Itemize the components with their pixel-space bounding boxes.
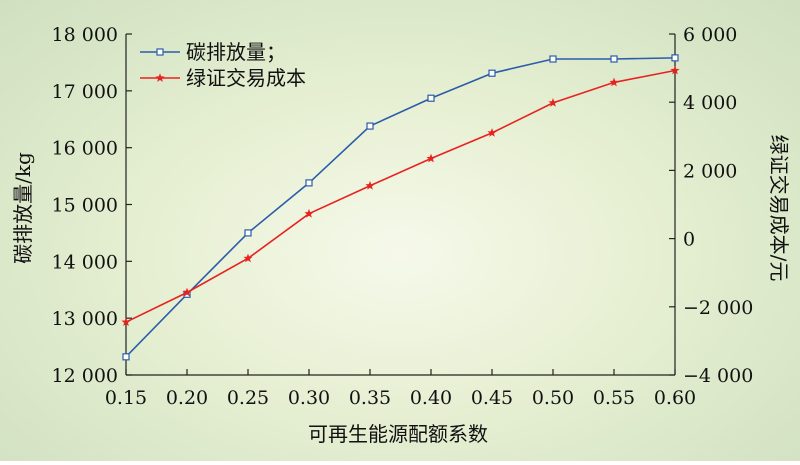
y-right-tick-label: 2 000	[683, 160, 737, 182]
series-2-point	[670, 65, 680, 75]
legend-label-1: 碳排放量；	[186, 40, 286, 64]
y-right-tick-label: 0	[683, 229, 695, 251]
x-tick-label: 0.55	[593, 387, 635, 409]
y-left-tick-label: 13 000	[52, 308, 118, 330]
series-1-point	[488, 69, 496, 77]
series-2-point	[609, 77, 619, 87]
x-tick-label: 0.45	[471, 387, 513, 409]
series-2-point	[121, 317, 131, 327]
x-tick-label: 0.60	[654, 387, 696, 409]
legend-marker-square	[156, 48, 164, 56]
y-right-tick-label: 6 000	[683, 24, 737, 46]
series-1-point	[549, 55, 557, 63]
y-left-tick-label: 12 000	[52, 365, 118, 387]
series-1-point	[305, 179, 313, 187]
series-2-point	[243, 253, 253, 263]
series-2-point	[304, 208, 314, 218]
x-tick-label: 0.15	[105, 387, 147, 409]
x-axis-label: 可再生能源配额系数	[308, 422, 488, 446]
y-left-tick-label: 16 000	[52, 138, 118, 160]
x-tick-label: 0.20	[166, 387, 208, 409]
series-line-1	[125, 57, 676, 358]
series-2-point	[182, 287, 192, 297]
series-1-point	[427, 94, 435, 102]
series-2-point	[365, 180, 375, 190]
series-2-point	[487, 128, 497, 137]
axes: 12 000 13 000 14 000 15 000 16 000 17 000 18 0…	[52, 24, 754, 409]
y-left-tick-label: 17 000	[52, 81, 118, 103]
y-left-tick-label: 14 000	[52, 251, 118, 273]
x-tick-label: 0.30	[288, 387, 330, 409]
y-axis-left-label: 碳排放量/kg	[11, 152, 35, 264]
x-tick-label: 0.40	[410, 387, 452, 409]
y-left-tick-label: 15 000	[52, 195, 118, 217]
legend-label-2: 绿证交易成本	[186, 66, 306, 90]
y-right-tick-label: −4 000	[683, 365, 753, 387]
legend: 碳排放量；绿证交易成本	[140, 40, 306, 90]
series-1-point	[610, 55, 618, 63]
x-tick-label: 0.35	[349, 387, 391, 409]
series-lines	[121, 54, 680, 361]
series-line-2	[125, 69, 676, 323]
series-1-point	[122, 353, 130, 361]
legend-marker-star	[155, 73, 165, 82]
x-tick-label: 0.25	[227, 387, 269, 409]
series-2-point	[426, 153, 436, 163]
series-1-point	[244, 229, 252, 237]
series-1-point	[366, 122, 374, 130]
x-tick-label: 0.50	[532, 387, 574, 409]
series-2-point	[548, 98, 558, 107]
y-left-tick-label: 18 000	[52, 24, 118, 46]
series-1-point	[671, 54, 679, 62]
y-axis-right-label: 绿证交易成本/元	[767, 135, 791, 282]
y-right-tick-label: −2 000	[683, 297, 753, 319]
y-right-tick-label: 4 000	[683, 92, 737, 114]
